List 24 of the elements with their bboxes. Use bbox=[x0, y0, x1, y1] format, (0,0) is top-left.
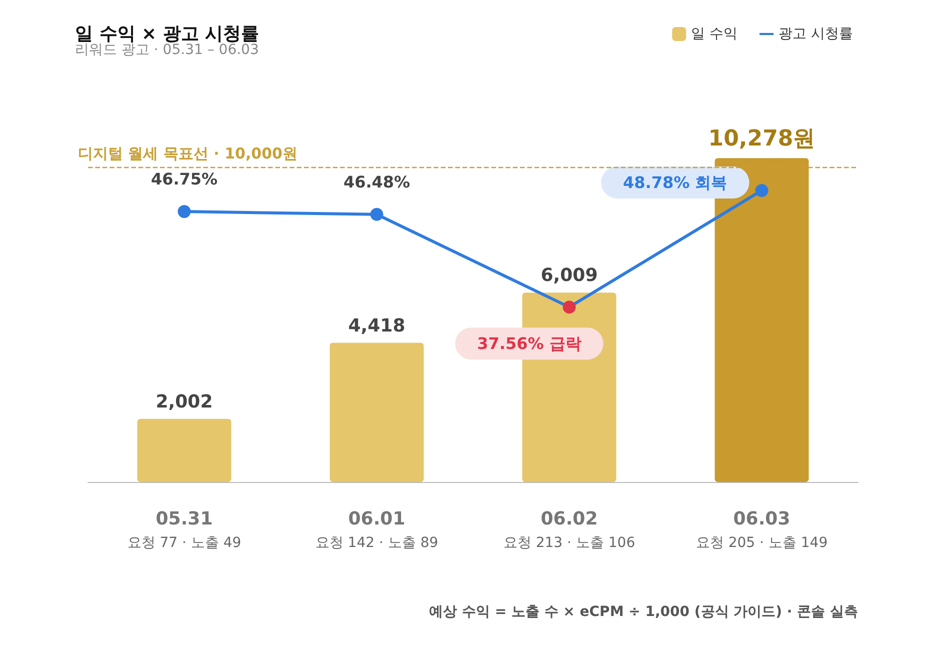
point bbox=[755, 184, 768, 197]
x-tick-label: 05.31 요청 77 · 노출 49 bbox=[127, 508, 242, 551]
data-label: 37.56% 급락 bbox=[477, 334, 582, 354]
x-tick-label: 06.01 요청 142 · 노출 89 bbox=[315, 508, 438, 551]
point bbox=[370, 208, 384, 221]
x-tick-label: 06.02 요청 213 · 노출 106 bbox=[503, 508, 636, 551]
data-label: 2,002 bbox=[156, 391, 213, 412]
data-label: 10,278원 bbox=[708, 126, 816, 152]
x-tick-label: 06.03 요청 205 · 노출 149 bbox=[696, 508, 828, 551]
bar bbox=[330, 342, 424, 482]
data-label: 4,418 bbox=[348, 315, 406, 336]
point bbox=[562, 300, 576, 314]
text: 예상 수익 = 노출 수 × eCPM ÷ 1,000 (공식 가이드) · 콘솔 실측 bbox=[429, 604, 858, 620]
legend-label: 일 수익 bbox=[691, 26, 738, 42]
ref-line-label: 디지털 월세 목표선 · 10,000원 bbox=[78, 144, 298, 162]
data-label: 46.75% bbox=[150, 170, 218, 189]
data-label: 46.48% bbox=[343, 172, 410, 192]
bar bbox=[137, 418, 232, 482]
point bbox=[178, 205, 191, 218]
legend-label: 광고 시청률 bbox=[778, 26, 854, 42]
chart-subtitle: 리워드 광고 · 05.31 – 06.03 bbox=[75, 42, 259, 58]
data-label: 48.78% 회복 bbox=[623, 172, 728, 192]
data-label: 6,009 bbox=[540, 265, 598, 286]
chart-title: 일 수익 × 광고 시청률 bbox=[75, 24, 260, 44]
